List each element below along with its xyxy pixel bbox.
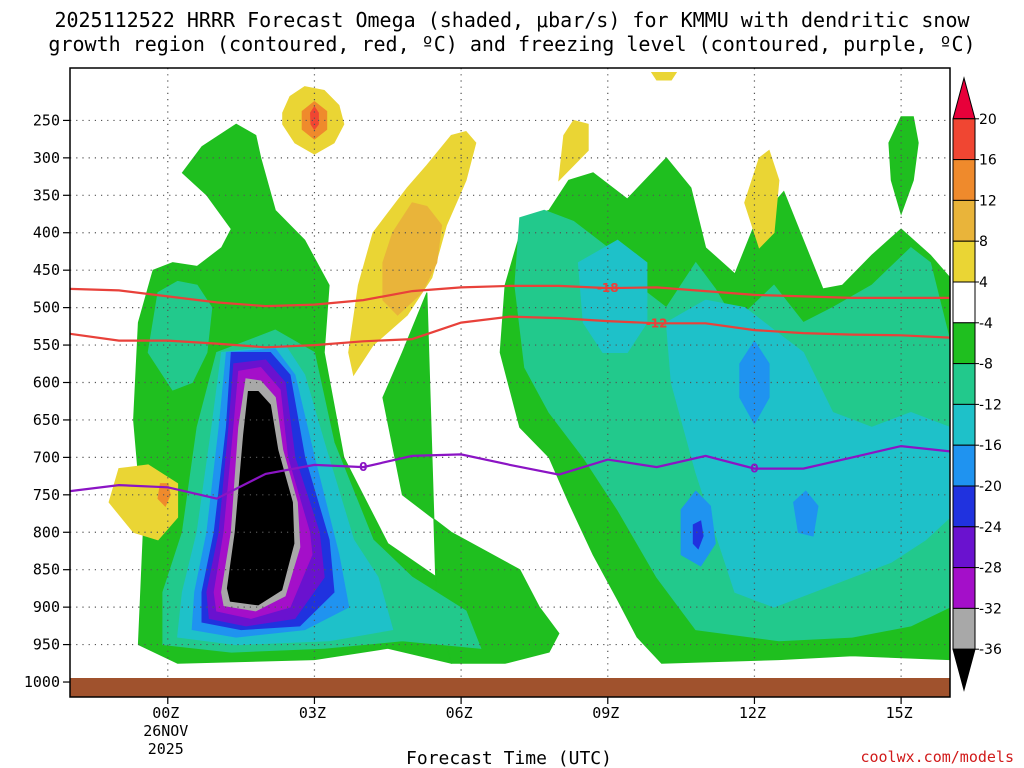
x-tick-date: 26NOV xyxy=(143,722,188,740)
omega-region-blue-right-c xyxy=(793,490,819,537)
colorbar-tick-label: -36 xyxy=(979,642,1002,658)
y-tick-label: 300 xyxy=(33,149,60,167)
x-tick-label: 03Z xyxy=(299,704,326,722)
y-tick-label: 800 xyxy=(33,523,60,541)
x-tick-label: 06Z xyxy=(446,704,473,722)
y-tick-label: 250 xyxy=(33,111,60,129)
colorbar-tick-label: -8 xyxy=(979,357,993,373)
colorbar-tick-label: 12 xyxy=(979,193,997,209)
omega-region-cyan-right-lower xyxy=(665,299,950,608)
colorbar-bin-bottom-arrow xyxy=(952,648,976,692)
colorbar-bin xyxy=(952,485,976,528)
colorbar-tick-label: 16 xyxy=(979,153,997,169)
y-tick-label: 1000 xyxy=(24,673,60,691)
y-tick-label: 400 xyxy=(33,224,60,242)
colorbar-tick-label: -32 xyxy=(979,601,1002,617)
colorbar-bin xyxy=(952,363,976,405)
y-tick-label: 500 xyxy=(33,299,60,317)
colorbar-tick-label: -28 xyxy=(979,561,1002,577)
chart-title-line1: 2025112522 HRRR Forecast Omega (shaded, … xyxy=(54,8,970,32)
y-tick-label: 950 xyxy=(33,636,60,654)
contour-label-dendritic-minus-18: -18 xyxy=(597,281,619,295)
colorbar-bin-top-arrow xyxy=(952,76,976,120)
y-tick-label: 650 xyxy=(33,411,60,429)
colorbar-bin xyxy=(952,240,976,283)
contour-label-freezing-level-zero: 0 xyxy=(750,462,758,476)
omega-region-yellow-top-right xyxy=(558,119,589,182)
colorbar-tick-label: -12 xyxy=(979,397,1002,413)
y-tick-label: 450 xyxy=(33,261,60,279)
colorbar-bin xyxy=(952,403,976,446)
colorbar-bin xyxy=(952,118,976,161)
y-tick-label: 550 xyxy=(33,336,60,354)
omega-region-cyan-right xyxy=(577,239,648,353)
contour-lines: -18 -12 0 0 xyxy=(70,281,950,500)
colorbar-bin xyxy=(952,322,976,365)
x-tick-label: 00Z xyxy=(152,704,179,722)
y-tick-label: 750 xyxy=(33,486,60,504)
y-tick-label: 850 xyxy=(33,561,60,579)
x-tick-label: 12Z xyxy=(739,704,766,722)
colorbar-bin xyxy=(952,526,976,569)
colorbar-tick-label: -24 xyxy=(979,520,1002,536)
y-tick-label: 350 xyxy=(33,186,60,204)
contour-label-freezing-level-zero: 0 xyxy=(359,460,367,474)
colorbar-tick-label: 20 xyxy=(979,112,997,128)
ground-surface xyxy=(70,678,950,697)
omega-region-black-core xyxy=(226,391,295,606)
omega-region-orange-mid xyxy=(382,202,443,316)
colorbar-bin xyxy=(952,199,976,242)
x-axis-label: Forecast Time (UTC) xyxy=(406,748,612,768)
omega-region-green-right-top xyxy=(888,116,919,216)
colorbar-bin xyxy=(952,159,976,201)
x-tick-label: 09Z xyxy=(592,704,619,722)
omega-region-green-mid-lower xyxy=(382,292,560,664)
omega-region-yellow-right xyxy=(744,149,780,249)
y-axis: 250 300 350 400 450 500 550 600 650 700 750 800 850 9… xyxy=(24,111,70,691)
contour-dendritic-minus-18 xyxy=(70,284,950,308)
contour-label-dendritic-minus-12: -12 xyxy=(646,316,668,330)
colorbar-bin xyxy=(952,567,976,609)
contour-dendritic-minus-12 xyxy=(70,315,950,349)
x-tick-year: 2025 xyxy=(148,740,184,758)
omega-region-yellow-top-center xyxy=(650,72,678,81)
colorbar-bin xyxy=(952,281,976,324)
omega-region-teal-left xyxy=(147,280,213,391)
colorbar-bin xyxy=(952,607,976,650)
y-tick-label: 700 xyxy=(33,448,60,466)
colorbar-bin xyxy=(952,444,976,487)
chart-title-line2: growth region (contoured, red, ºC) and f… xyxy=(48,32,975,56)
contour-freezing-level-zero xyxy=(70,444,950,500)
plot-area: -18 -12 0 0 xyxy=(70,68,950,697)
colorbar-tick-label: -16 xyxy=(979,438,1002,454)
colorbar: 20 16 12 8 4 -4 -8 -12 -16 -20 -24 -28 -32 -36 xyxy=(952,76,1002,692)
x-tick-label: 15Z xyxy=(886,704,913,722)
credit-text: coolwx.com/models xyxy=(860,748,1014,766)
colorbar-tick-label: 4 xyxy=(979,275,988,291)
colorbar-tick-label: -20 xyxy=(979,479,1002,495)
colorbar-tick-label: -4 xyxy=(979,316,993,332)
colorbar-tick-label: 8 xyxy=(979,234,988,250)
y-tick-label: 900 xyxy=(33,598,60,616)
omega-region-darkblue-right-dot xyxy=(692,520,704,550)
y-tick-label: 600 xyxy=(33,374,60,392)
